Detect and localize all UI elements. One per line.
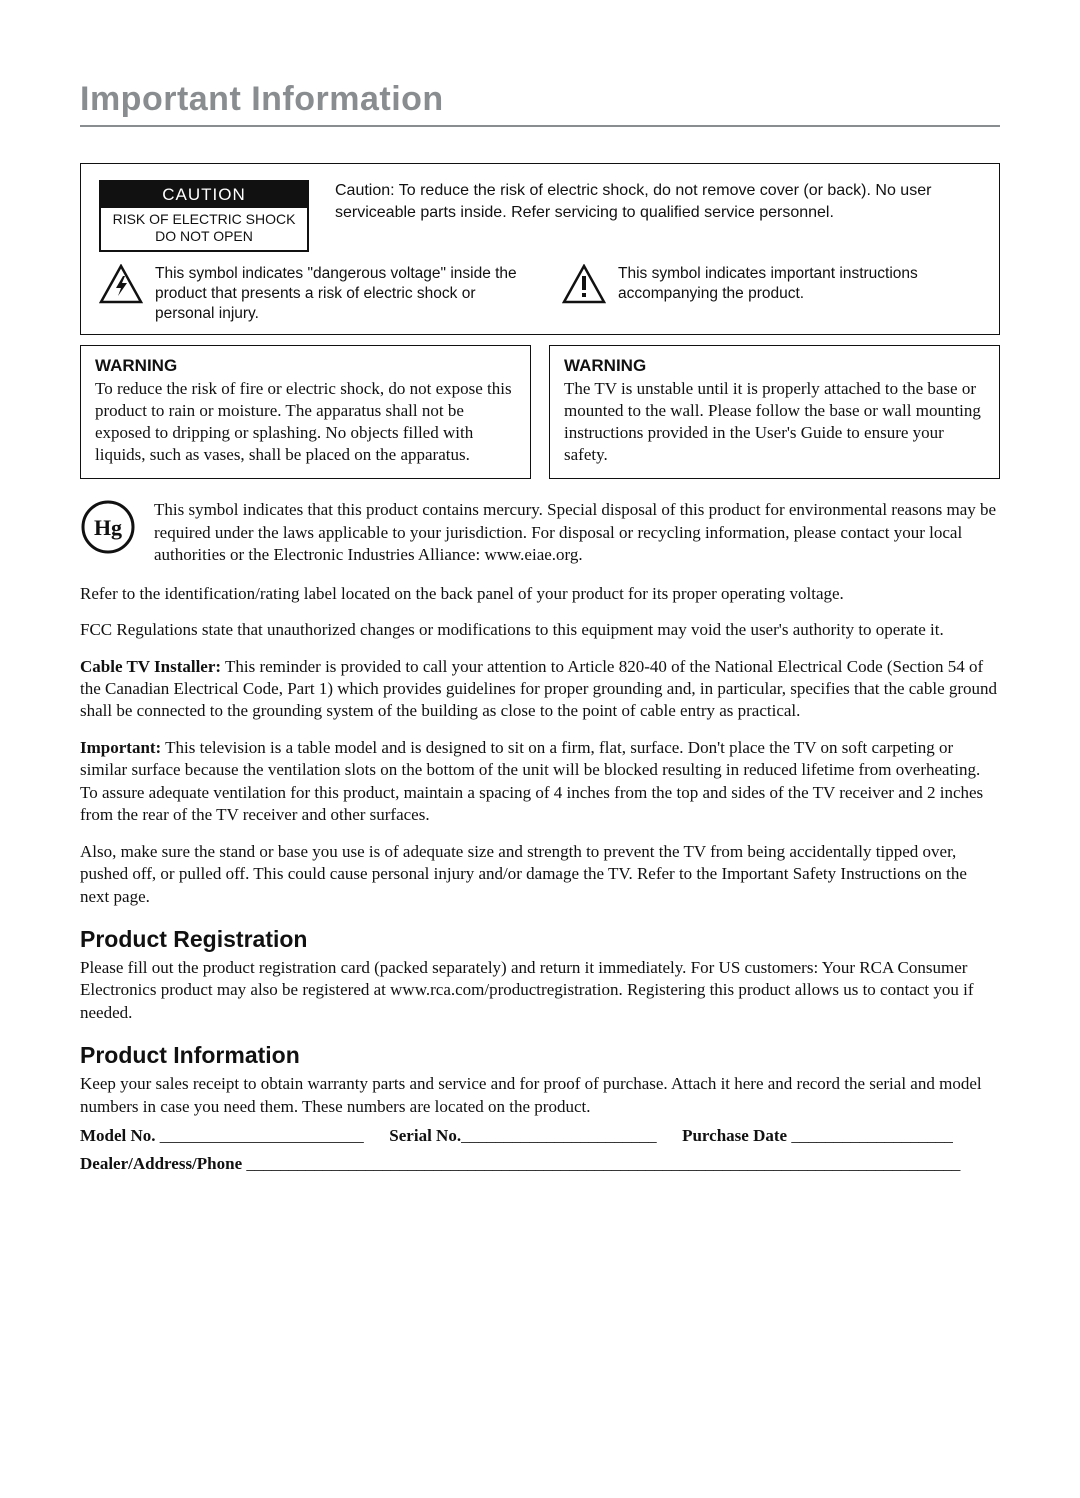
product-registration-body: Please fill out the product registration…	[80, 957, 1000, 1024]
caution-row: CAUTION RISK OF ELECTRIC SHOCK DO NOT OP…	[99, 180, 981, 252]
p-fcc: FCC Regulations state that unauthorized …	[80, 619, 1000, 641]
model-no-label: Model No.	[80, 1126, 156, 1145]
symbol-instructions-text: This symbol indicates important instruct…	[618, 264, 981, 304]
hg-icon: Hg	[80, 499, 136, 555]
warning-right-body: The TV is unstable until it is properly …	[564, 378, 985, 466]
caution-plate-top: CAUTION	[101, 182, 307, 208]
product-registration-heading: Product Registration	[80, 926, 1000, 953]
caution-plate-line1: RISK OF ELECTRIC SHOCK	[113, 211, 296, 227]
purchase-date-blank: ___________________	[787, 1126, 953, 1145]
exclamation-triangle-icon	[562, 264, 606, 304]
form-line-1: Model No. ________________________ Seria…	[80, 1126, 1000, 1146]
hg-label: Hg	[94, 515, 122, 540]
p-cable-label: Cable TV Installer:	[80, 657, 221, 676]
serial-no-label: Serial No.	[389, 1126, 461, 1145]
caution-plate-bottom: RISK OF ELECTRIC SHOCK DO NOT OPEN	[101, 208, 307, 250]
warning-box-right: WARNING The TV is unstable until it is p…	[549, 345, 1000, 479]
form-line-2: Dealer/Address/Phone ___________________…	[80, 1154, 1000, 1174]
hg-text: This symbol indicates that this product …	[154, 499, 1000, 566]
product-information-heading: Product Information	[80, 1042, 1000, 1069]
p-stand: Also, make sure the stand or base you us…	[80, 841, 1000, 908]
symbol-row: This symbol indicates "dangerous voltage…	[99, 264, 981, 324]
lightning-triangle-icon	[99, 264, 143, 304]
caution-text: Caution: To reduce the risk of electric …	[335, 180, 981, 223]
p-important-body: This television is a table model and is …	[80, 738, 983, 824]
caution-plate-line2: DO NOT OPEN	[155, 228, 253, 244]
warning-row: WARNING To reduce the risk of fire or el…	[80, 345, 1000, 479]
page: Important Information CAUTION RISK OF EL…	[0, 0, 1080, 1374]
dealer-label: Dealer/Address/Phone	[80, 1154, 242, 1173]
p-cable: Cable TV Installer: This reminder is pro…	[80, 656, 1000, 723]
symbol-voltage-text: This symbol indicates "dangerous voltage…	[155, 264, 518, 324]
caution-plate: CAUTION RISK OF ELECTRIC SHOCK DO NOT OP…	[99, 180, 309, 252]
purchase-date-label: Purchase Date	[682, 1126, 787, 1145]
p-important: Important: This television is a table mo…	[80, 737, 1000, 827]
product-information-body: Keep your sales receipt to obtain warran…	[80, 1073, 1000, 1118]
model-no-blank: ________________________	[156, 1126, 364, 1145]
dealer-blank: ________________________________________…	[242, 1154, 960, 1173]
page-title: Important Information	[80, 80, 1000, 119]
p-rating: Refer to the identification/rating label…	[80, 583, 1000, 605]
hg-row: Hg This symbol indicates that this produ…	[80, 499, 1000, 566]
p-important-label: Important:	[80, 738, 161, 757]
warning-box-left: WARNING To reduce the risk of fire or el…	[80, 345, 531, 479]
warning-right-head: WARNING	[564, 356, 985, 376]
symbol-voltage-block: This symbol indicates "dangerous voltage…	[99, 264, 518, 324]
warning-left-head: WARNING	[95, 356, 516, 376]
serial-no-blank: _______________________	[461, 1126, 657, 1145]
title-rule	[80, 125, 1000, 127]
caution-box: CAUTION RISK OF ELECTRIC SHOCK DO NOT OP…	[80, 163, 1000, 335]
warning-left-body: To reduce the risk of fire or electric s…	[95, 378, 516, 466]
symbol-instructions-block: This symbol indicates important instruct…	[562, 264, 981, 324]
